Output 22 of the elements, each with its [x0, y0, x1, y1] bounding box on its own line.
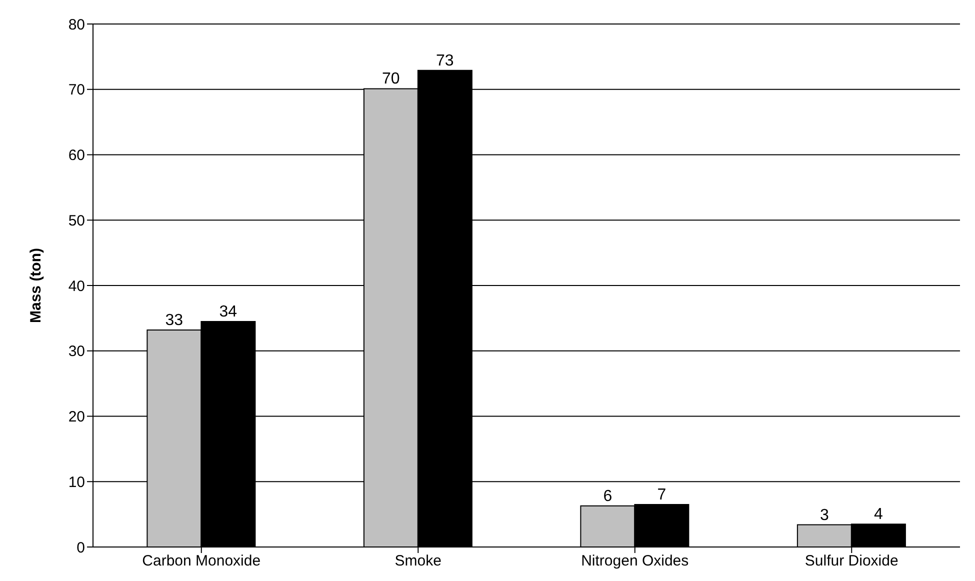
y-tick-label: 0	[76, 539, 85, 556]
data-label: 73	[436, 52, 454, 70]
data-label: 6	[603, 488, 612, 505]
y-axis-title: Mass (ton)	[27, 248, 44, 323]
y-tick-label: 60	[68, 147, 85, 164]
y-tick-label: 80	[68, 16, 85, 34]
y-tick-label: 70	[68, 82, 85, 99]
x-tick-label: Carbon Monoxide	[142, 552, 261, 570]
x-tick-label: Smoke	[394, 552, 442, 570]
data-label: 34	[219, 303, 238, 320]
x-tick-label: Nitrogen Oxides	[581, 552, 689, 570]
y-tick-label: 20	[68, 408, 85, 426]
data-label: 7	[657, 486, 666, 504]
y-tick-label: 10	[68, 474, 85, 491]
x-tick-label: Sulfur Dioxide	[804, 552, 898, 570]
data-label: 70	[382, 70, 400, 88]
y-tick-label: 40	[68, 278, 85, 295]
data-label: 4	[874, 506, 883, 524]
data-label: 3	[820, 506, 829, 524]
data-label: 33	[165, 312, 184, 329]
y-tick-label: 30	[68, 343, 85, 360]
y-tick-label: 50	[68, 212, 85, 230]
